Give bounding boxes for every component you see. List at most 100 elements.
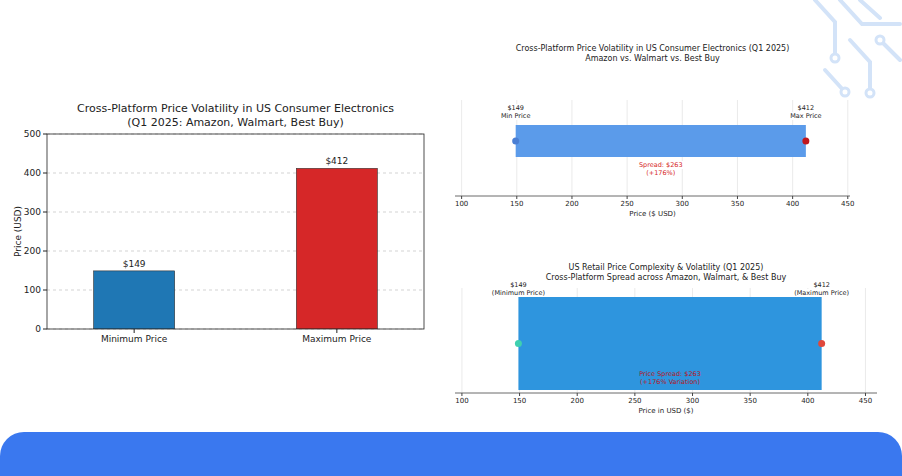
tick-label: 350 [731,200,744,208]
chart-subtitle: Amazon vs. Walmart vs. Best Buy [585,54,720,63]
endpoint-dot [515,340,522,347]
tick-mark [134,329,135,333]
annotation: (+176%) [646,169,675,177]
tick-mark [336,329,337,333]
data-label: $149 [123,259,146,269]
point-label: Min Price [501,112,530,120]
plot-frame [47,134,424,329]
chart-subtitle: (Q1 2025: Amazon, Walmart, Best Buy) [127,116,344,129]
tick-mark [627,196,628,199]
x-axis-line [455,196,850,197]
bar [94,271,175,329]
label-patch [645,169,676,177]
tick-label: 300 [676,200,689,208]
decoration [0,0,902,476]
grid-line [865,288,866,393]
tick-label: 350 [743,397,756,405]
value-label: $412 [813,281,830,289]
range-chart: Cross-Platform Price Volatility in US Co… [455,44,855,218]
endpoint-dot [512,138,519,145]
canvas: Cross-Platform Price Volatility in US Co… [0,0,902,476]
annotation: Spread: $263 [639,161,683,169]
circuit-line [850,40,870,90]
tick-mark [577,393,578,396]
grid-line [461,288,462,393]
tick-label: 100 [455,397,468,405]
label-patch [506,104,525,112]
circuit-line [860,0,880,18]
category-label: Maximum Price [302,334,372,344]
tick-mark [792,196,793,199]
tick-label: 300 [686,397,699,405]
grid-line [847,100,848,196]
tick-mark [692,393,693,396]
label-patch [793,289,850,297]
point-label: (Minimum Price) [492,289,545,297]
label-patch [491,289,546,297]
circuit-node [866,89,874,97]
tick-mark [847,196,848,199]
value-label: $149 [507,104,524,112]
circuit-node [876,36,884,44]
marks [515,297,825,390]
bars [94,168,378,329]
tick-mark [43,173,47,174]
chart-title: Cross-Platform Price Volatility in US Co… [516,44,790,53]
tick-label: 500 [24,129,41,139]
tick-label: 400 [786,200,799,208]
tick-label: 400 [801,397,814,405]
tick-mark [634,393,635,396]
tick-mark [43,212,47,213]
tick-label: 450 [859,397,872,405]
range-chart: US Retail Price Complexity & Volatility … [455,263,877,415]
tick-label: 200 [571,397,584,405]
chart-title: Cross-Platform Price Volatility in US Co… [77,102,394,115]
label-patch [812,281,831,289]
tick-label: 300 [24,207,41,217]
point-label: (Maximum Price) [794,289,849,297]
category-label: Minimum Price [101,334,168,344]
range-bar [518,297,821,390]
tick-label: 0 [35,324,41,334]
tick-mark [571,196,572,199]
tick-label: 150 [513,397,526,405]
axis-title: Price (USD) [13,206,23,257]
tick-label: 200 [24,246,41,256]
tick-label: 250 [628,397,641,405]
circuit-node [831,54,839,62]
tick-label: 100 [455,200,468,208]
tick-mark [807,393,808,396]
circuit-line [840,0,900,24]
tick-mark [43,134,47,135]
tick-label: 450 [841,200,854,208]
tick-label: 100 [24,285,41,295]
chart-title: US Retail Price Complexity & Volatility … [569,263,764,272]
tick-mark [519,393,520,396]
data-label: $412 [325,156,348,166]
axis-title: Price in USD ($) [638,407,693,415]
bar-chart: Cross-Platform Price Volatility in US Co… [13,102,424,344]
chart-subtitle: Cross-Platform Spread across Amazon, Wal… [546,273,787,282]
footer-band [0,432,902,476]
annotation: (+176% Variation) [640,378,700,386]
label-patch [789,112,822,120]
axis-title: Price ($ USD) [629,210,676,218]
tick-mark [43,329,47,330]
tick-label: 200 [565,200,578,208]
label-patch [500,112,531,120]
tick-mark [461,393,462,396]
circuit-line [815,0,835,55]
value-label: $412 [798,104,815,112]
grid-line [461,100,462,196]
label-patch [509,281,528,289]
tick-mark [737,196,738,199]
tick-mark [461,196,462,199]
point-label: Max Price [790,112,821,120]
tick-mark [43,251,47,252]
tick-label: 250 [620,200,633,208]
range-bar [516,125,806,157]
tick-mark [750,393,751,396]
label-patch [797,104,816,112]
tick-mark [43,290,47,291]
bar [296,168,377,329]
